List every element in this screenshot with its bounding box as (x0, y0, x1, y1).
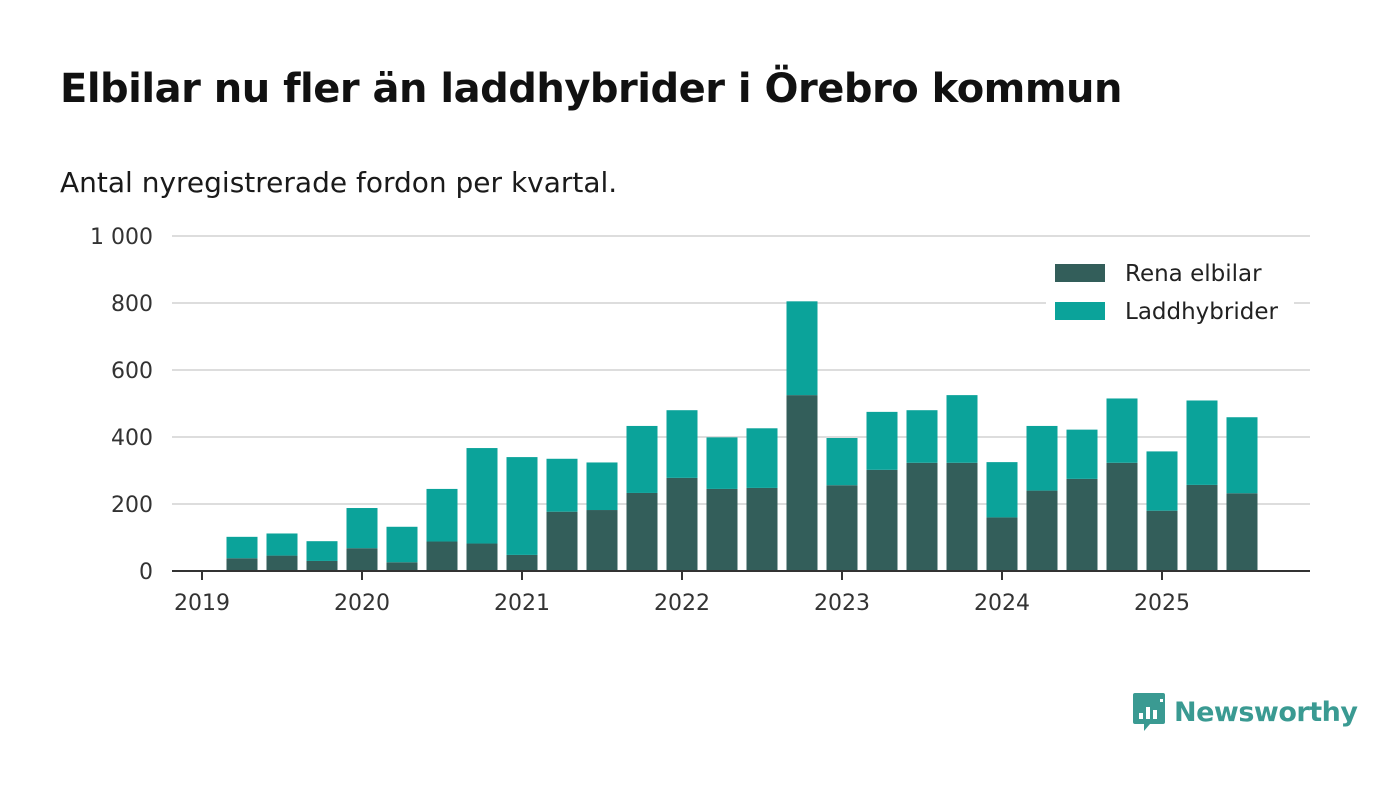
bar-rena-elbilar (706, 488, 738, 571)
bar-rena-elbilar (1106, 462, 1138, 571)
legend-swatch-laddhybrider (1055, 302, 1105, 320)
bar-rena-elbilar (226, 558, 258, 571)
brand-name: Newsworthy (1174, 696, 1358, 728)
bar-rena-elbilar (346, 548, 378, 571)
bar-laddhybrider (1186, 400, 1218, 485)
bar-rena-elbilar (826, 485, 858, 571)
x-tick-label: 2025 (1134, 591, 1190, 616)
bar-rena-elbilar (786, 395, 818, 571)
chart-subtitle: Antal nyregistrerade fordon per kvartal. (60, 166, 618, 199)
y-tick-label: 200 (111, 493, 153, 518)
bar-rena-elbilar (1186, 484, 1218, 571)
bar-laddhybrider (626, 425, 658, 493)
bar-rena-elbilar (1226, 493, 1258, 571)
legend-swatch-rena-elbilar (1055, 264, 1105, 282)
y-tick-label: 800 (111, 292, 153, 317)
bar-laddhybrider (1146, 451, 1178, 511)
bar-laddhybrider (666, 410, 698, 478)
y-tick-label: 0 (139, 560, 153, 585)
bar-laddhybrider (466, 448, 498, 544)
bar-rena-elbilar (586, 510, 618, 571)
bar-rena-elbilar (1146, 510, 1178, 571)
x-axis-ticks: 2019 2020 2021 2022 2023 2024 2025 (174, 571, 1190, 616)
bar-rena-elbilar (506, 554, 538, 571)
bar-laddhybrider (586, 462, 618, 511)
bar-laddhybrider (546, 458, 578, 512)
bar-laddhybrider (906, 410, 938, 463)
bar-rena-elbilar (1026, 490, 1058, 571)
legend: Rena elbilar Laddhybrider (1046, 256, 1294, 346)
bar-laddhybrider (866, 411, 898, 470)
newsworthy-brand: Newsworthy (1132, 690, 1358, 734)
bar-laddhybrider (826, 438, 858, 486)
bar-rena-elbilar (626, 492, 658, 571)
legend-label-laddhybrider: Laddhybrider (1125, 299, 1278, 325)
x-tick-label: 2022 (654, 591, 710, 616)
bar-laddhybrider (306, 541, 338, 561)
x-tick-label: 2024 (974, 591, 1030, 616)
legend-label-rena-elbilar: Rena elbilar (1125, 261, 1262, 287)
bar-laddhybrider (786, 301, 818, 396)
bar-laddhybrider (746, 428, 778, 488)
x-tick-label: 2021 (494, 591, 550, 616)
bar-rena-elbilar (946, 462, 978, 571)
bar-rena-elbilar (1066, 478, 1098, 571)
y-axis-ticks: 0 200 400 600 800 1 000 (90, 225, 153, 585)
bar-laddhybrider (1026, 425, 1058, 491)
x-tick-label: 2023 (814, 591, 870, 616)
bar-laddhybrider (266, 533, 298, 556)
bar-rena-elbilar (906, 462, 938, 571)
bar-laddhybrider (346, 508, 378, 549)
bar-rena-elbilar (306, 560, 338, 571)
bar-rena-elbilar (546, 511, 578, 571)
newsworthy-logo-icon (1133, 693, 1165, 731)
bar-rena-elbilar (666, 477, 698, 571)
bar-laddhybrider (1226, 417, 1258, 494)
bar-laddhybrider (1066, 429, 1098, 479)
bar-laddhybrider (506, 457, 538, 555)
bar-laddhybrider (706, 437, 738, 489)
bar-rena-elbilar (986, 517, 1018, 571)
bar-rena-elbilar (466, 543, 498, 571)
y-tick-label: 600 (111, 359, 153, 384)
bar-laddhybrider (1106, 398, 1138, 463)
bar-laddhybrider (946, 395, 978, 463)
bar-rena-elbilar (426, 541, 458, 571)
bar-laddhybrider (426, 488, 458, 542)
bar-laddhybrider (986, 462, 1018, 518)
x-tick-label: 2020 (334, 591, 390, 616)
bar-series (226, 301, 1258, 571)
bar-rena-elbilar (266, 555, 298, 571)
bar-rena-elbilar (866, 469, 898, 571)
y-tick-label: 1 000 (90, 225, 153, 250)
bar-rena-elbilar (386, 562, 418, 571)
bar-laddhybrider (386, 526, 418, 563)
x-tick-label: 2019 (174, 591, 230, 616)
bar-rena-elbilar (746, 487, 778, 571)
chart-title: Elbilar nu fler än laddhybrider i Örebro… (60, 66, 1123, 112)
y-tick-label: 400 (111, 426, 153, 451)
bar-laddhybrider (226, 536, 258, 559)
